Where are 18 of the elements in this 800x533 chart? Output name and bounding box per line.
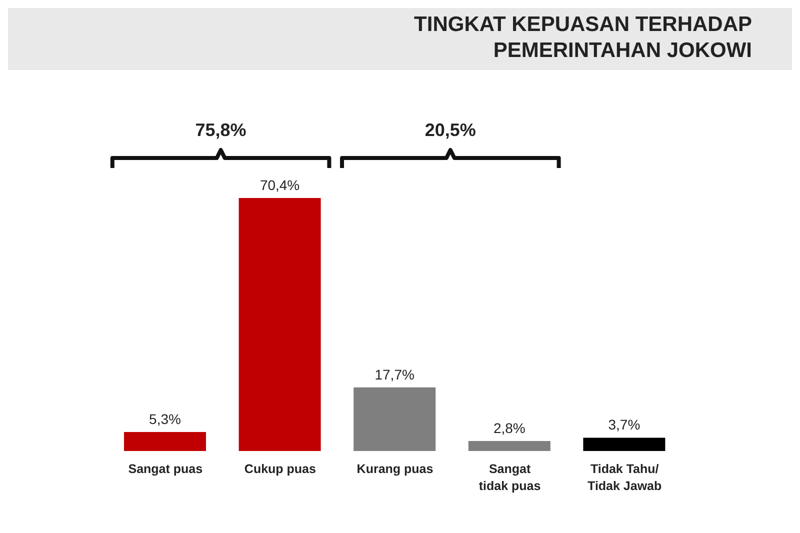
chart-title: TINGKAT KEPUASAN TERHADAP PEMERINTAHAN JOKOWI bbox=[413, 12, 752, 64]
x-tick-label: Sangat puas bbox=[128, 462, 203, 476]
data-label: 2,8% bbox=[493, 420, 526, 436]
text: 75,8% bbox=[195, 120, 246, 140]
text: 20,5% bbox=[424, 120, 476, 140]
data-label: 70,4% bbox=[260, 177, 300, 193]
x-tick-label: Kurang puas bbox=[356, 462, 434, 476]
bar bbox=[354, 387, 436, 451]
bar bbox=[238, 198, 321, 451]
bar bbox=[583, 438, 666, 451]
x-tick-label: Cukup puas bbox=[244, 462, 316, 476]
bar bbox=[468, 440, 550, 451]
x-tick-label: Sangat tidak puas bbox=[478, 462, 541, 493]
data-label: 3,7% bbox=[608, 416, 640, 433]
data-label: 17,7% bbox=[374, 366, 414, 382]
bar bbox=[124, 432, 206, 451]
data-label: 5,3% bbox=[149, 410, 181, 427]
x-tick-label: Tidak Tahu/ Tidak Jawab bbox=[588, 462, 662, 493]
